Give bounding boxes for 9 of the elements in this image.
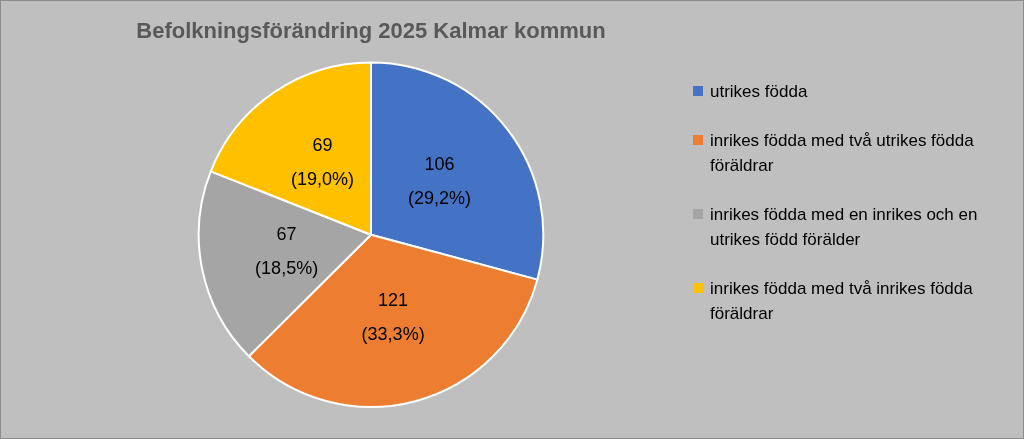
data-label: 106 (29,2%)	[407, 154, 471, 209]
legend-label: inrikes födda med två utrikes födda föräldrar	[710, 130, 975, 177]
legend-label: inrikes födda med två inrikes födda föräldrar	[710, 278, 974, 325]
data-label: 121 (33,3%)	[361, 289, 425, 344]
legend-label: utrikes födda	[710, 81, 808, 103]
legend-label: inrikes födda med en inrikes och en utrikes född förälder	[710, 204, 979, 251]
data-label: 67 (18,5%)	[255, 224, 319, 279]
chart-title: Befolkningsförändring 2025 Kalmar kommun	[136, 18, 606, 44]
data-label: 69 (19,0%)	[291, 135, 355, 190]
